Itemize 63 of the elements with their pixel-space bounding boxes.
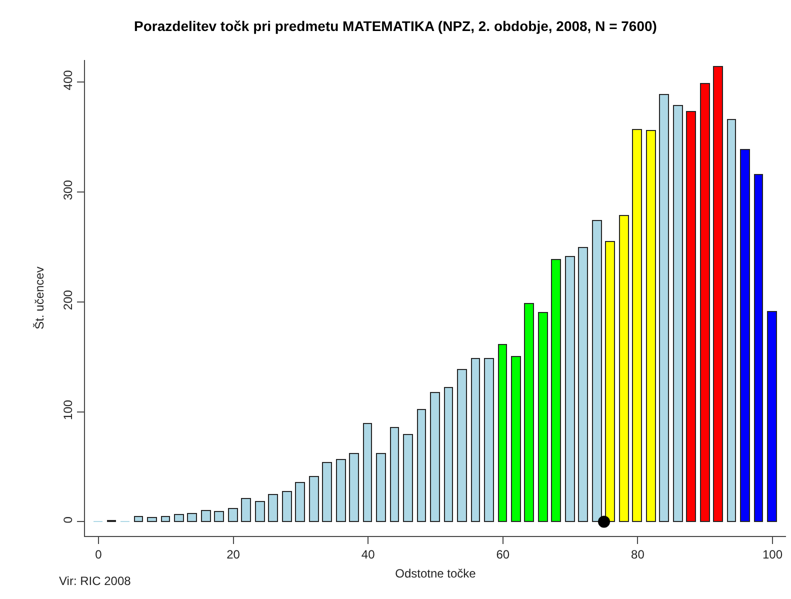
- bar: [214, 511, 224, 522]
- bar: [538, 312, 548, 522]
- x-tick-label: 20: [226, 547, 240, 562]
- bar: [646, 130, 656, 522]
- bar: [228, 508, 238, 522]
- bar: [309, 476, 319, 522]
- bar: [430, 392, 440, 522]
- bar: [201, 510, 211, 522]
- bar: [673, 105, 683, 522]
- bar: [700, 83, 710, 522]
- x-tick-label: 40: [361, 547, 376, 562]
- y-tick-label: 300: [61, 180, 76, 200]
- bar: [565, 256, 575, 522]
- bar: [255, 501, 265, 522]
- bar: [457, 369, 467, 522]
- bar: [632, 129, 642, 522]
- bar: [713, 66, 723, 522]
- bar: [484, 358, 494, 522]
- bar: [511, 356, 521, 522]
- bar: [322, 462, 332, 522]
- x-tick-label: 60: [496, 547, 510, 562]
- bar: [498, 344, 507, 522]
- bar: [268, 494, 278, 522]
- y-tick-label: 400: [61, 70, 76, 90]
- bar: [174, 514, 184, 522]
- y-axis-title: Št. učencev: [32, 266, 46, 330]
- bar: [578, 247, 588, 522]
- bar: [592, 220, 602, 522]
- text: Vir: RIC 2008: [59, 574, 132, 588]
- bar: [376, 453, 386, 522]
- bar: [241, 498, 251, 522]
- bar: [754, 174, 763, 522]
- bar: [295, 482, 305, 522]
- bar: [161, 516, 170, 522]
- bar: [349, 453, 359, 522]
- bar: [471, 358, 480, 522]
- bar: [619, 215, 629, 522]
- bar: [767, 311, 777, 522]
- bar: [740, 149, 750, 522]
- x-tick-label: 80: [631, 547, 645, 562]
- y-tick-label: 200: [61, 290, 76, 310]
- bar: [605, 241, 615, 522]
- bar: [403, 434, 413, 522]
- bar: [659, 94, 669, 522]
- x-tick-label: 0: [95, 547, 102, 562]
- bar: [727, 119, 736, 522]
- x-axis-title: Odstotne točke: [395, 566, 476, 580]
- y-tick-label: 100: [61, 400, 76, 420]
- bar: [147, 517, 157, 522]
- x-tick-label: 100: [762, 547, 783, 562]
- bar: [444, 387, 453, 522]
- bar: [417, 409, 426, 522]
- bar: [551, 259, 561, 522]
- bar: [390, 427, 399, 522]
- bar: [282, 491, 292, 522]
- y-tick-label: 0: [61, 516, 76, 524]
- bar: [187, 513, 197, 522]
- bar: [686, 111, 696, 522]
- bar: [524, 303, 534, 522]
- bar: [336, 459, 346, 522]
- bar: [134, 516, 143, 522]
- chart-title: Porazdelitev točk pri predmetu MATEMATIKA (NPZ, 2. obdobje, 2008, N = 7600): [134, 18, 657, 34]
- bar: [363, 423, 372, 522]
